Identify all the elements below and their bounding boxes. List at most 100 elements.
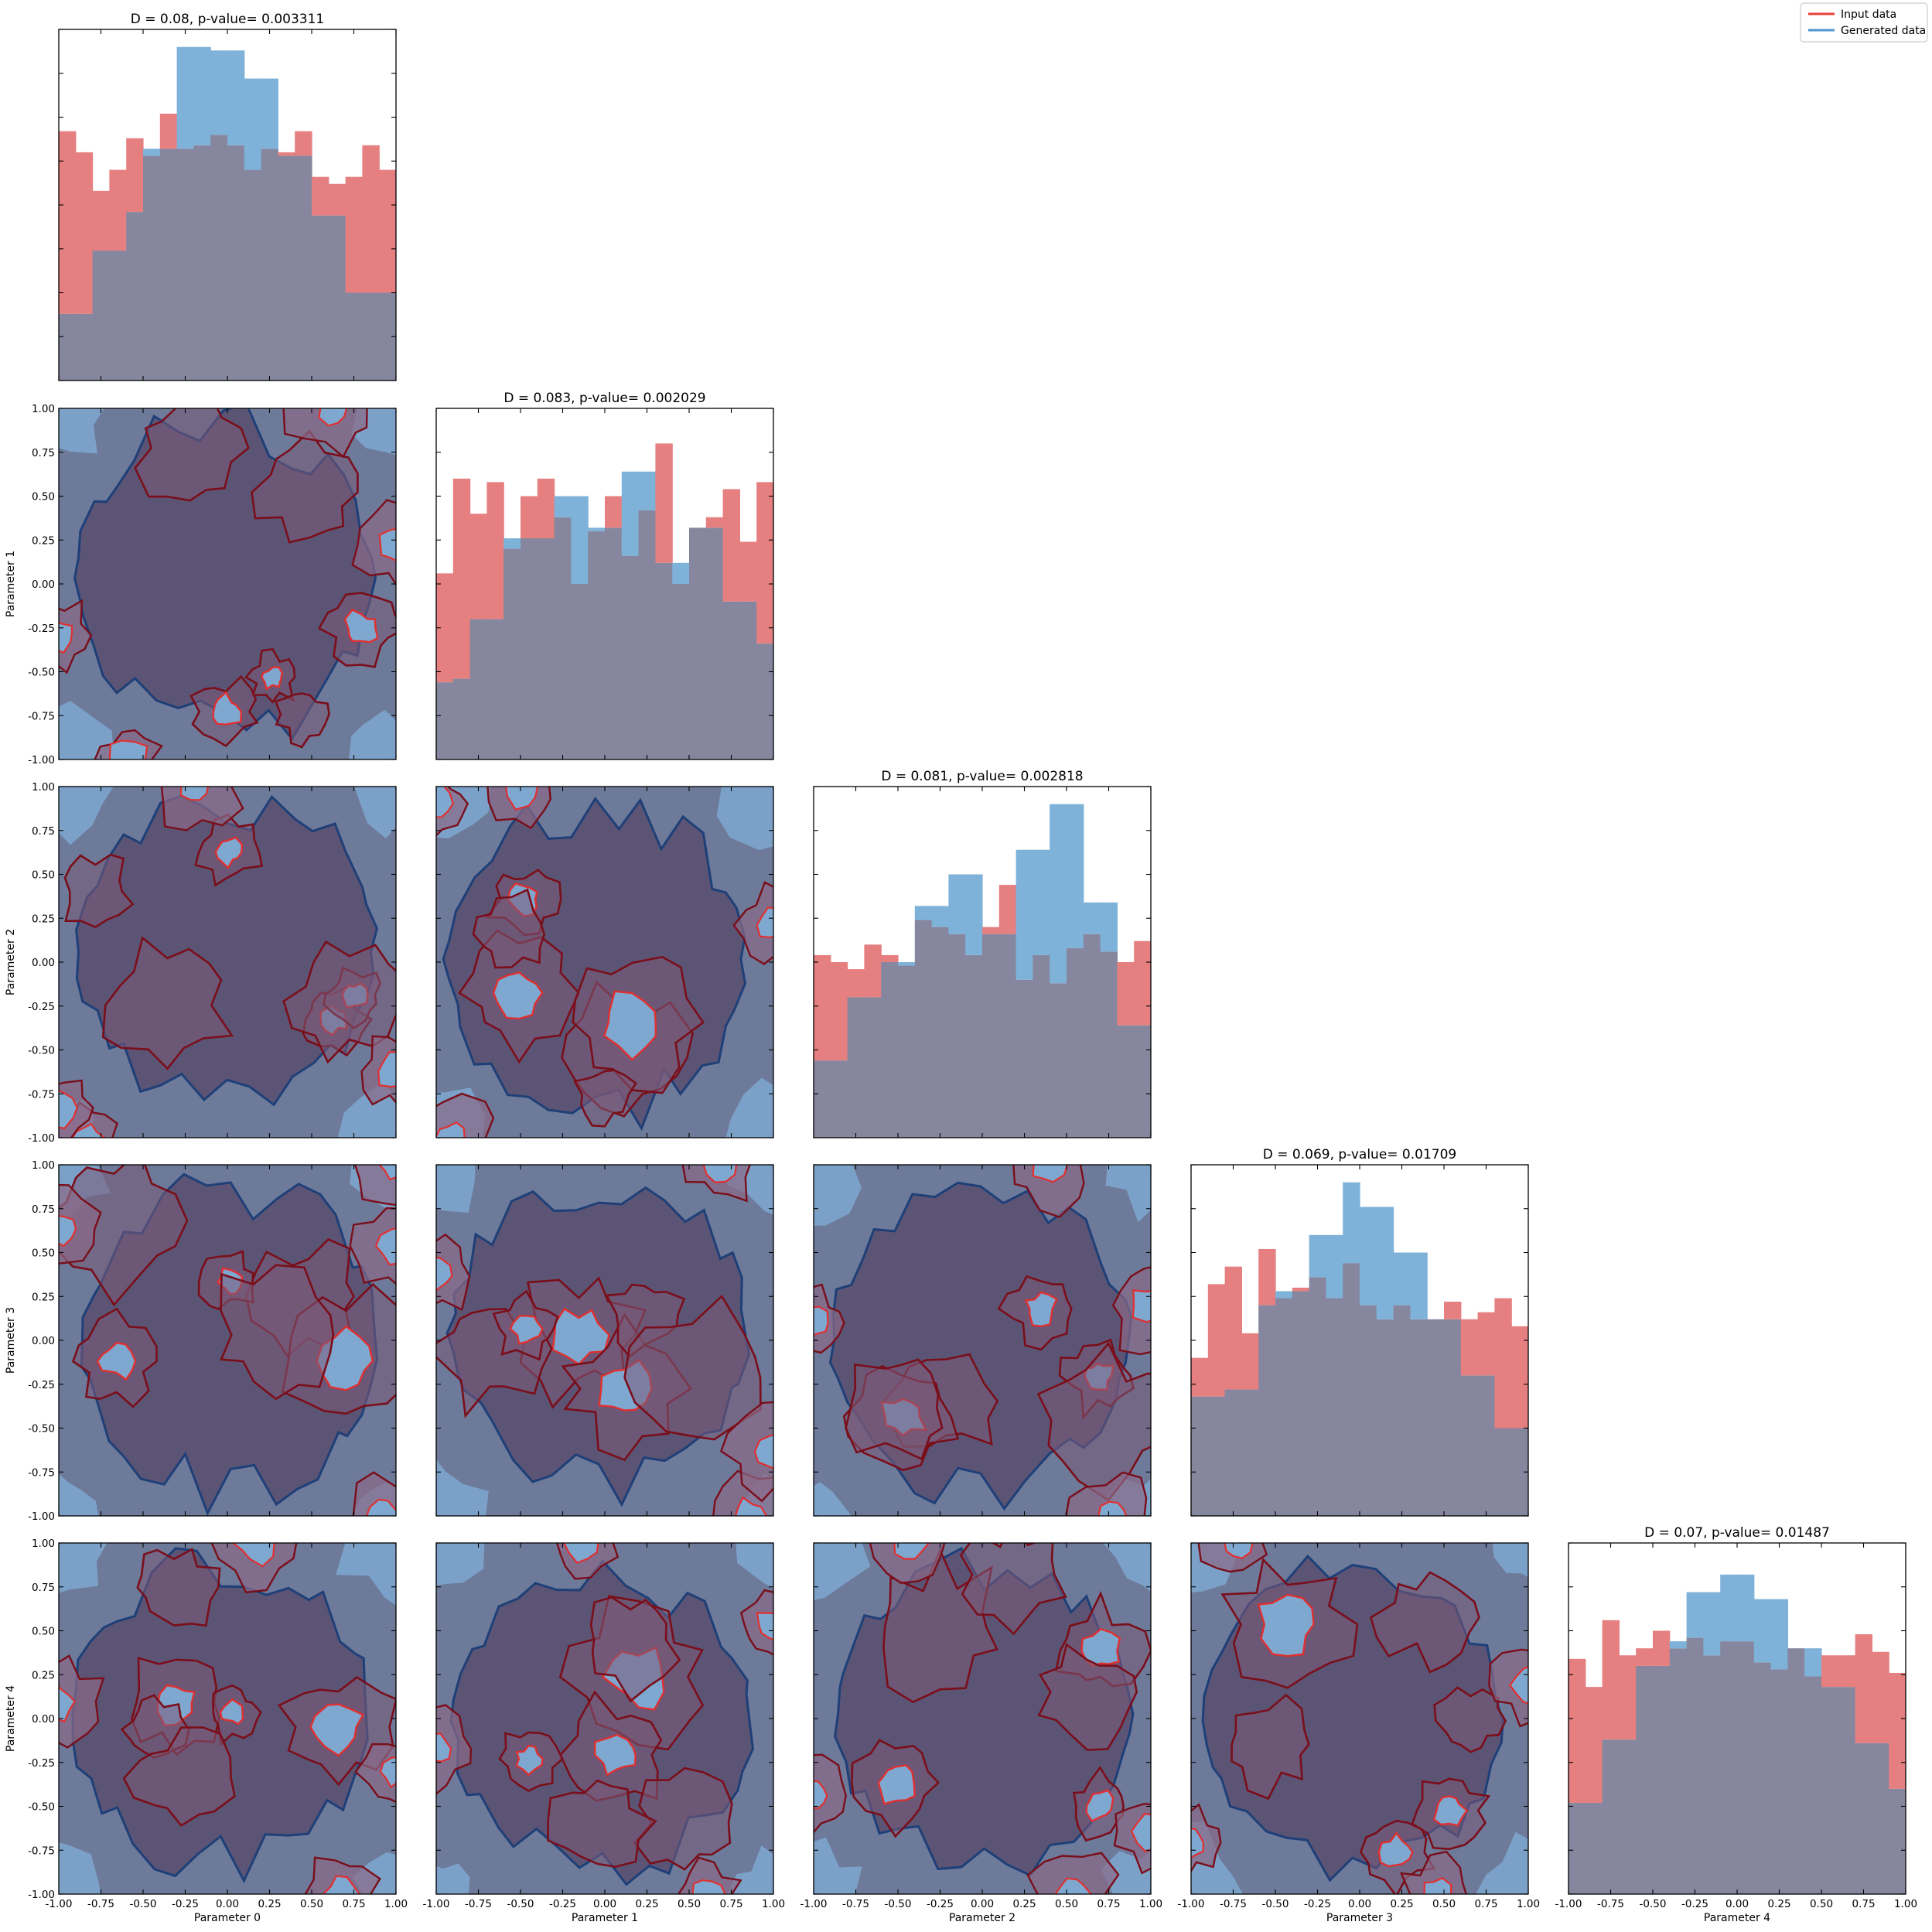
hist-overlap-bar-3-14 bbox=[1427, 1319, 1445, 1516]
hist-overlap-bar-3-18 bbox=[1494, 1428, 1512, 1516]
contour-corner-blob bbox=[1493, 1543, 1528, 1578]
y-tick-label: -0.25 bbox=[28, 1379, 55, 1391]
y-axis-label-2: Parameter 2 bbox=[5, 929, 17, 995]
contour-3-1 bbox=[436, 1165, 773, 1516]
histogram-title-3: D = 0.069, p-value= 0.01709 bbox=[1263, 1147, 1456, 1162]
contour-corner-blob bbox=[59, 408, 104, 454]
hist-input-bar-4-1 bbox=[1585, 1687, 1603, 1803]
hist-input-bar-0-1 bbox=[75, 152, 94, 314]
hist-generated-bar-4-12 bbox=[1770, 1599, 1788, 1670]
contour-corner-blob bbox=[354, 787, 396, 838]
hist-overlap-bar-2-12 bbox=[1015, 979, 1033, 1138]
x-tick-label: -0.75 bbox=[465, 1898, 492, 1910]
hist-generated-bar-1-14 bbox=[672, 562, 690, 584]
input-contour-edge-peak bbox=[379, 1756, 396, 1789]
input-contour-peak bbox=[1257, 1593, 1315, 1657]
y-tick-label: 1.00 bbox=[32, 403, 55, 415]
hist-generated-bar-2-14 bbox=[1050, 804, 1067, 984]
panel-2-1 bbox=[435, 786, 774, 1138]
y-tick-label: 0.00 bbox=[32, 579, 55, 591]
contour-corner-blob bbox=[436, 1459, 489, 1516]
x-tick-label: 0.75 bbox=[342, 1898, 365, 1910]
hist-overlap-bar-0-17 bbox=[345, 292, 363, 381]
y-tick-label: 1.00 bbox=[32, 781, 55, 794]
hist-generated-bar-4-8 bbox=[1703, 1592, 1721, 1656]
input-contour-peak bbox=[877, 1764, 916, 1805]
hist-overlap-bar-1-7 bbox=[554, 517, 572, 759]
hist-overlap-bar-2-4 bbox=[881, 962, 899, 1138]
contour-3-0 bbox=[59, 1165, 396, 1516]
hist-generated-bar-4-11 bbox=[1753, 1599, 1772, 1663]
hist-overlap-bar-1-19 bbox=[756, 643, 773, 759]
hist-overlap-bar-3-4 bbox=[1258, 1305, 1276, 1516]
hist-overlap-bar-0-0 bbox=[59, 313, 77, 381]
hist-overlap-bar-3-2 bbox=[1224, 1389, 1242, 1516]
contour-corner-blob bbox=[814, 1837, 862, 1894]
input-contour-edge bbox=[349, 1207, 396, 1285]
hist-overlap-bar-0-11 bbox=[244, 169, 262, 381]
input-contour-edge bbox=[282, 408, 368, 459]
hist-overlap-bar-2-2 bbox=[847, 997, 865, 1138]
input-contour-peak bbox=[509, 1314, 544, 1345]
hist-input-bar-2-10 bbox=[982, 927, 1000, 934]
hist-overlap-bar-0-12 bbox=[261, 148, 278, 381]
hist-input-bar-1-0 bbox=[436, 573, 454, 683]
hist-overlap-bar-1-2 bbox=[469, 619, 487, 759]
x-tick-label: 1.00 bbox=[1139, 1898, 1162, 1910]
hist-overlap-bar-3-15 bbox=[1444, 1319, 1462, 1516]
y-axis-label-1: Parameter 1 bbox=[5, 551, 17, 617]
contour-4-1 bbox=[436, 1543, 773, 1894]
panel-4-1: -1.00 -0.75 -0.50 -0.25 0.00 0.25 0.50 0.75 1.00… bbox=[423, 1542, 785, 1924]
input-contour-edge bbox=[719, 1401, 773, 1503]
x-tick-label: 0.75 bbox=[1097, 1898, 1120, 1910]
x-tick-label: 1.00 bbox=[1894, 1898, 1917, 1910]
hist-overlap-bar-1-15 bbox=[689, 527, 707, 759]
x-tick-label: 1.00 bbox=[762, 1898, 785, 1910]
input-contour-edge-peak bbox=[374, 1227, 396, 1266]
y-tick-label: -0.75 bbox=[28, 710, 55, 722]
input-contour-edge-peak bbox=[377, 1051, 396, 1088]
contour-4-0 bbox=[59, 1543, 396, 1894]
input-contour-peak bbox=[1080, 1628, 1121, 1667]
x-tick-label: 0.00 bbox=[593, 1898, 616, 1910]
input-contour-edge-peak bbox=[322, 1875, 360, 1894]
input-contour-outer bbox=[251, 429, 359, 544]
hist-generated-bar-3-8 bbox=[1326, 1234, 1343, 1299]
y-tick-label: -0.50 bbox=[28, 667, 55, 679]
x-tick-label: -0.75 bbox=[87, 1898, 114, 1910]
y-tick-label: 1.00 bbox=[32, 1538, 55, 1550]
input-contour-edge-peak bbox=[378, 527, 396, 562]
input-contour-edge-peak bbox=[691, 1879, 726, 1894]
hist-overlap-bar-1-16 bbox=[705, 527, 724, 759]
x-tick-label: 0.75 bbox=[719, 1898, 742, 1910]
hist-generated-bar-0-7 bbox=[176, 46, 194, 149]
x-tick-label: -0.25 bbox=[927, 1898, 954, 1910]
hist-input-bar-1-19 bbox=[756, 482, 773, 644]
hist-overlap-bar-4-5 bbox=[1653, 1665, 1671, 1894]
x-tick-label: -0.25 bbox=[172, 1898, 199, 1910]
input-contour-edge-peak bbox=[814, 1306, 829, 1336]
input-contour-edge bbox=[814, 1753, 847, 1834]
hist-generated-bar-1-11 bbox=[621, 471, 640, 556]
hist-input-bar-1-13 bbox=[655, 443, 673, 563]
input-contour-peak bbox=[492, 971, 544, 1020]
input-contour-edge-peak bbox=[59, 1685, 77, 1723]
hist-generated-bar-1-9 bbox=[588, 527, 606, 531]
input-contour-outer bbox=[134, 408, 250, 502]
contour-2-0 bbox=[59, 787, 396, 1138]
hist-input-bar-2-2 bbox=[847, 969, 865, 998]
hist-overlap-bar-0-10 bbox=[227, 145, 245, 381]
hist-overlap-bar-3-6 bbox=[1292, 1291, 1310, 1516]
hist-overlap-bar-2-16 bbox=[1083, 934, 1101, 1138]
histogram-title-1: D = 0.083, p-value= 0.002029 bbox=[503, 391, 705, 406]
x-tick-label: -0.50 bbox=[507, 1898, 534, 1910]
panel-4-2: -1.00 -0.75 -0.50 -0.25 0.00 0.25 0.50 0.75 1.00… bbox=[800, 1542, 1162, 1924]
hist-generated-bar-2-7 bbox=[931, 906, 949, 927]
x-axis-label-1: Parameter 1 bbox=[572, 1912, 638, 1924]
hist-input-bar-3-16 bbox=[1460, 1319, 1479, 1376]
hist-overlap-bar-4-10 bbox=[1737, 1641, 1755, 1894]
input-contour-outer bbox=[472, 888, 546, 969]
input-contour-edge bbox=[59, 1183, 102, 1265]
hist-overlap-bar-1-6 bbox=[537, 538, 555, 759]
input-contour-edge-peak bbox=[1130, 1812, 1151, 1853]
